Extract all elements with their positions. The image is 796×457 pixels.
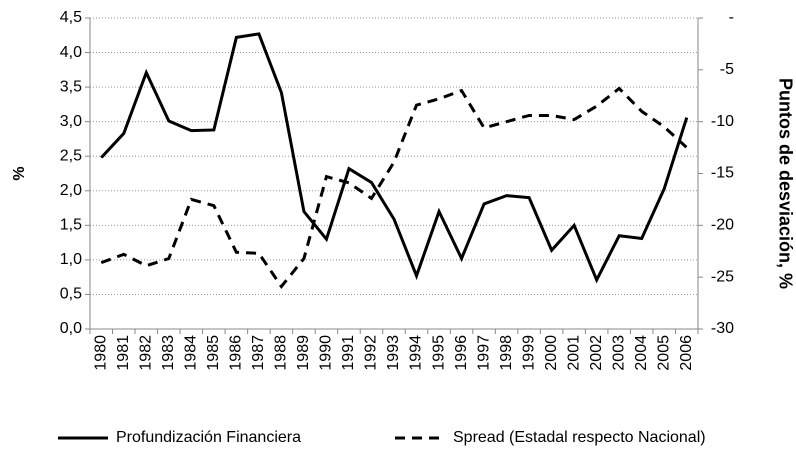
y2-tick-label: -25	[711, 268, 734, 285]
y2-axis-title: Puntos de desviación, %	[775, 78, 795, 289]
x-tick-label: 1997	[475, 335, 492, 371]
y2-tick-label: -5	[720, 61, 734, 78]
y-tick-label: 0,0	[60, 320, 82, 337]
y-tick-label: 4,0	[60, 44, 82, 61]
x-tick-label: 1989	[295, 335, 312, 371]
y-tick-label: 1,5	[60, 217, 82, 234]
y2-tick-label: -30	[711, 320, 734, 337]
y-tick-label: 2,5	[60, 147, 82, 164]
x-tick-label: 1998	[498, 335, 515, 371]
x-tick-label: 1992	[363, 335, 380, 371]
series-line	[100, 86, 688, 290]
x-tick-label: 2006	[678, 335, 695, 371]
y2-tick-label: -15	[711, 165, 734, 182]
y-tick-label: 3,5	[60, 78, 82, 95]
x-tick-label: 2002	[588, 335, 605, 371]
x-tick-label: 1984	[183, 335, 200, 371]
x-tick-label: 1980	[92, 335, 109, 371]
y-tick-label: 2,0	[60, 182, 82, 199]
y-axis-title: %	[11, 166, 28, 180]
y2-tick-label: -	[729, 9, 734, 26]
x-tick-label: 2000	[543, 335, 560, 371]
x-tick-label: 1999	[520, 335, 537, 371]
x-tick-label: 1988	[273, 335, 290, 371]
x-tick-label: 1987	[250, 335, 267, 371]
legend-label: Profundización Financiera	[116, 429, 301, 446]
x-tick-label: 2005	[655, 335, 672, 371]
x-tick-label: 1982	[138, 335, 155, 371]
legend-label: Spread (Estadal respecto Nacional)	[453, 429, 706, 446]
x-tick-label: 1986	[228, 335, 245, 371]
x-tick-label: 1981	[115, 335, 132, 371]
x-tick-label: 2003	[610, 335, 627, 371]
x-tick-label: 2001	[565, 335, 582, 371]
y-tick-label: 1,0	[60, 251, 82, 268]
x-tick-label: 1995	[430, 335, 447, 371]
x-tick-label: 1991	[340, 335, 357, 371]
x-tick-label: 1996	[453, 335, 470, 371]
y-tick-label: 4,5	[60, 9, 82, 26]
x-tick-label: 1990	[318, 335, 335, 371]
x-tick-label: 1983	[160, 335, 177, 371]
x-tick-label: 1985	[205, 335, 222, 371]
x-tick-label: 1994	[408, 335, 425, 371]
series-line	[100, 32, 689, 284]
y-tick-label: 0,5	[60, 286, 82, 303]
x-tick-label: 1993	[385, 335, 402, 371]
y2-tick-label: -20	[711, 217, 734, 234]
y2-tick-label: -10	[711, 113, 734, 130]
y-tick-label: 3,0	[60, 113, 82, 130]
x-tick-label: 2004	[633, 335, 650, 371]
